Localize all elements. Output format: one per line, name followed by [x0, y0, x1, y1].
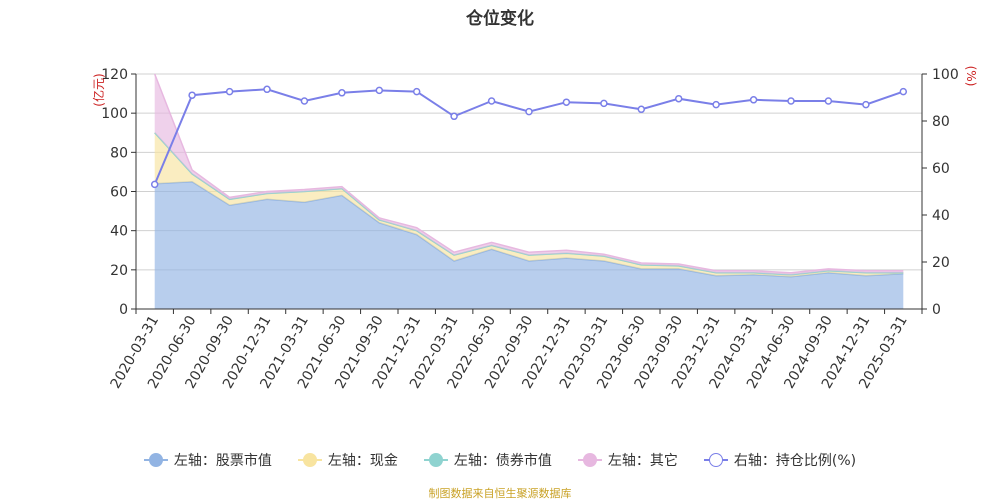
ratio-point	[562, 98, 571, 106]
left-tick-label: 20	[110, 263, 128, 279]
left-tick-label: 0	[119, 302, 128, 318]
ratio-point	[862, 100, 870, 109]
legend-label: 左轴：现金	[327, 453, 398, 469]
legend-swatch-icon	[143, 453, 168, 467]
legend-label: 左轴：其它	[607, 453, 678, 469]
right-tick-label: 40	[932, 208, 950, 224]
ratio-point	[338, 89, 346, 97]
left-tick-label: 100	[101, 106, 128, 122]
ratio-point	[263, 85, 271, 94]
left-tick-label: 60	[110, 185, 128, 201]
ratio-point	[525, 107, 533, 116]
ratio-point	[787, 97, 795, 105]
ratio-point	[749, 96, 758, 104]
ratio-point	[450, 112, 458, 121]
source-note: 制图数据来自恒生聚源数据库	[428, 487, 572, 500]
right-tick-label: 100	[932, 67, 959, 83]
ratio-point	[225, 87, 234, 96]
legend-swatch-icon	[703, 453, 728, 467]
ratio-point	[300, 97, 309, 105]
left-axis-unit: (亿元)	[91, 73, 106, 106]
legend-item-ratio[interactable]: 右轴：持仓比例(%)	[703, 450, 857, 470]
ratio-point	[712, 100, 720, 109]
legend-label: 右轴：持仓比例(%)	[733, 453, 857, 469]
ratio-point	[899, 87, 908, 96]
chart-legend: 左轴：股票市值 左轴：现金 左轴：债券市值 左轴：其它 右轴：持仓比例(%)	[0, 450, 1000, 470]
area-stock	[154, 181, 904, 309]
right-axis-unit: (%)	[964, 66, 978, 87]
ratio-point	[637, 105, 646, 114]
right-tick-label: 20	[932, 255, 950, 271]
legend-label: 左轴：股票市值	[173, 453, 272, 469]
legend-item-stock[interactable]: 左轴：股票市值	[143, 450, 272, 470]
legend-label: 左轴：债券市值	[453, 453, 552, 469]
ratio-point	[412, 87, 421, 96]
legend-item-cash[interactable]: 左轴：现金	[297, 450, 398, 470]
right-tick-label: 60	[932, 161, 950, 177]
legend-swatch-icon	[297, 453, 322, 467]
right-tick-label: 0	[932, 302, 941, 318]
area-edge-other	[154, 73, 904, 274]
right-tick-label: 80	[932, 114, 950, 130]
ratio-point	[824, 97, 833, 105]
legend-swatch-icon	[577, 453, 602, 467]
ratio-point	[600, 99, 608, 108]
ratio-point	[150, 180, 159, 189]
legend-swatch-icon	[423, 453, 448, 467]
left-tick-label: 80	[110, 145, 128, 161]
chart-title: 仓位变化	[466, 9, 534, 29]
legend-item-other[interactable]: 左轴：其它	[577, 450, 678, 470]
left-tick-label: 120	[101, 67, 128, 83]
ratio-point	[487, 97, 496, 105]
ratio-point	[375, 86, 384, 95]
ratio-point	[188, 91, 196, 99]
left-tick-label: 40	[110, 224, 128, 240]
legend-item-bond[interactable]: 左轴：债券市值	[423, 450, 552, 470]
ratio-point	[674, 94, 683, 103]
